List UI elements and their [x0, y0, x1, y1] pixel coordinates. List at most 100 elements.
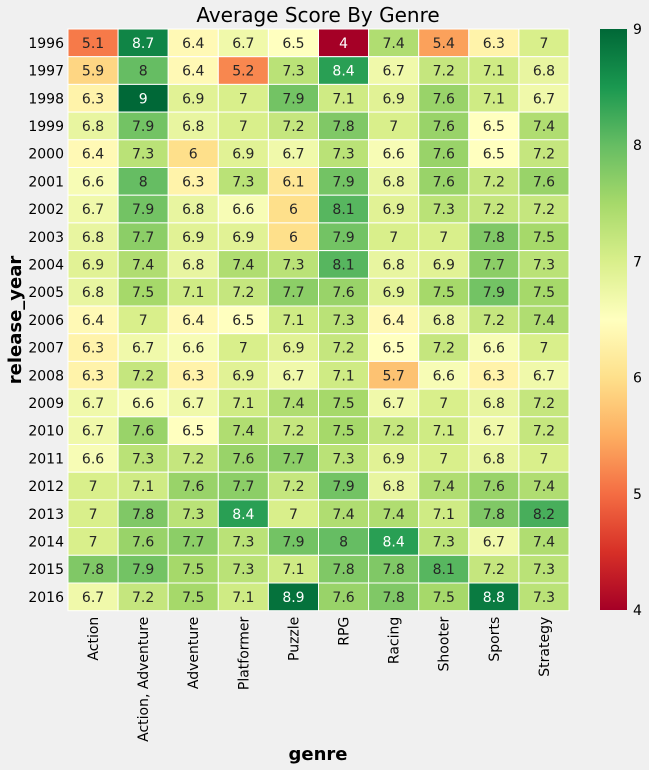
cell-value-label: 4 [339, 36, 348, 52]
cell-value-label: 7.6 [132, 534, 154, 550]
heatmap-cell [217, 222, 269, 252]
cell-value-label: 7.6 [533, 174, 555, 190]
cell-value-label: 5.9 [82, 64, 104, 80]
cell-value-label: 7.3 [282, 257, 304, 273]
heatmap-cell [117, 471, 169, 501]
cell-value-label: 7.2 [282, 424, 304, 440]
cell-value-label: 7.5 [433, 285, 455, 301]
cell-value-label: 6.9 [383, 202, 405, 218]
cell-value-label: 7.4 [383, 36, 405, 52]
cell-value-label: 8 [139, 64, 148, 80]
heatmap-cell [67, 554, 119, 584]
cell-value-label: 7.6 [232, 451, 254, 467]
x-axis-label: genre [289, 744, 348, 765]
y-tick-label: 2009 [28, 396, 64, 412]
cell-value-label: 7.9 [132, 202, 154, 218]
heatmap-cell [468, 333, 520, 362]
heatmap-cell [518, 139, 570, 169]
cell-value-label: 7.7 [282, 451, 304, 467]
cell-value-label: 6.9 [182, 230, 204, 246]
colorbar-tick-label: 8 [633, 138, 642, 154]
heatmap-cell [518, 582, 570, 612]
heatmap-cell [368, 139, 420, 169]
cell-value-label: 6.5 [383, 341, 405, 357]
cell-value-label: 7.9 [132, 562, 154, 578]
cell-value-label: 6.7 [533, 368, 555, 384]
cell-value-label: 7.7 [182, 534, 204, 550]
cell-value-label: 7.5 [332, 396, 354, 412]
cell-value-label: 7.4 [232, 257, 254, 273]
cell-value-label: 7.2 [483, 313, 505, 329]
cell-value-label: 7.6 [433, 119, 455, 135]
cell-value-label: 6.7 [533, 91, 555, 107]
heatmap-cell [318, 167, 370, 196]
colorbar-tick-label: 5 [633, 487, 642, 503]
x-tick-label: Strategy [537, 617, 553, 677]
heatmap-cell [318, 360, 370, 390]
heatmap-cell [368, 360, 420, 390]
cell-value-label: 7.2 [383, 424, 405, 440]
cell-value-label: 7.2 [533, 396, 555, 412]
cell-value-label: 7.8 [483, 507, 505, 523]
cell-value-label: 6.9 [232, 230, 254, 246]
heatmap-cell [267, 582, 319, 612]
cell-value-label: 6.8 [383, 257, 405, 273]
cell-value-label: 6.7 [182, 396, 204, 412]
heatmap-cell [67, 250, 119, 279]
heatmap-cell [418, 527, 470, 556]
cell-value-label: 7.6 [433, 174, 455, 190]
cell-value-label: 7.3 [132, 451, 154, 467]
y-tick-label: 2003 [28, 230, 64, 246]
cell-value-label: 8 [339, 534, 348, 550]
cell-value-label: 7.3 [332, 147, 354, 163]
cell-value-label: 6.9 [82, 257, 104, 273]
heatmap-cell [518, 499, 570, 529]
cell-value-label: 7.2 [132, 368, 154, 384]
cell-value-label: 7.6 [332, 590, 354, 606]
cell-value-label: 6.5 [182, 424, 204, 440]
cell-value-label: 6 [289, 202, 298, 218]
x-tick-label: Action, Adventure [136, 617, 152, 742]
heatmap-cell [468, 527, 520, 556]
cell-value-label: 7.4 [232, 424, 254, 440]
heatmap-cell [468, 139, 520, 169]
y-tick-label: 2006 [28, 313, 64, 329]
heatmap-cell [267, 444, 319, 473]
cell-value-label: 6.7 [82, 590, 104, 606]
x-tick-label: Platformer [236, 616, 252, 690]
cell-value-label: 7.8 [132, 507, 154, 523]
cell-value-label: 5.1 [82, 36, 104, 52]
cell-value-label: 6.8 [383, 479, 405, 495]
heatmap-cell [368, 527, 420, 556]
cell-value-label: 6.8 [182, 119, 204, 135]
heatmap-cell [318, 56, 370, 85]
heatmap-cell [318, 333, 370, 362]
chart-title: Average Score By Genre [196, 3, 439, 27]
heatmap-cell [418, 194, 470, 224]
cell-value-label: 6.8 [383, 174, 405, 190]
heatmap-cell [418, 388, 470, 418]
cell-value-label: 6.4 [182, 313, 204, 329]
heatmap-cell [518, 222, 570, 252]
heatmap-cell [67, 28, 119, 58]
x-tick-label: Shooter [437, 616, 453, 671]
heatmap-cell [368, 222, 420, 252]
heatmap-cell [67, 111, 119, 141]
y-tick-label: 2010 [28, 424, 64, 440]
cell-value-label: 6.7 [383, 64, 405, 80]
cell-value-label: 6.7 [282, 147, 304, 163]
heatmap-cell [468, 416, 520, 445]
cell-value-label: 7.6 [132, 424, 154, 440]
y-axis-label: release_year [5, 256, 26, 385]
heatmap-cell [368, 305, 420, 335]
heatmap-cell [117, 416, 169, 445]
heatmap-cell [368, 582, 420, 612]
cell-value-label: 6.7 [483, 534, 505, 550]
y-tick-label: 2014 [28, 534, 64, 550]
y-tick-label: 2013 [28, 507, 64, 523]
heatmap-cell [117, 305, 169, 335]
heatmap-cell [518, 333, 570, 362]
heatmap-cell [318, 194, 370, 224]
cell-value-label: 7.1 [483, 91, 505, 107]
heatmap-cell [418, 277, 470, 307]
